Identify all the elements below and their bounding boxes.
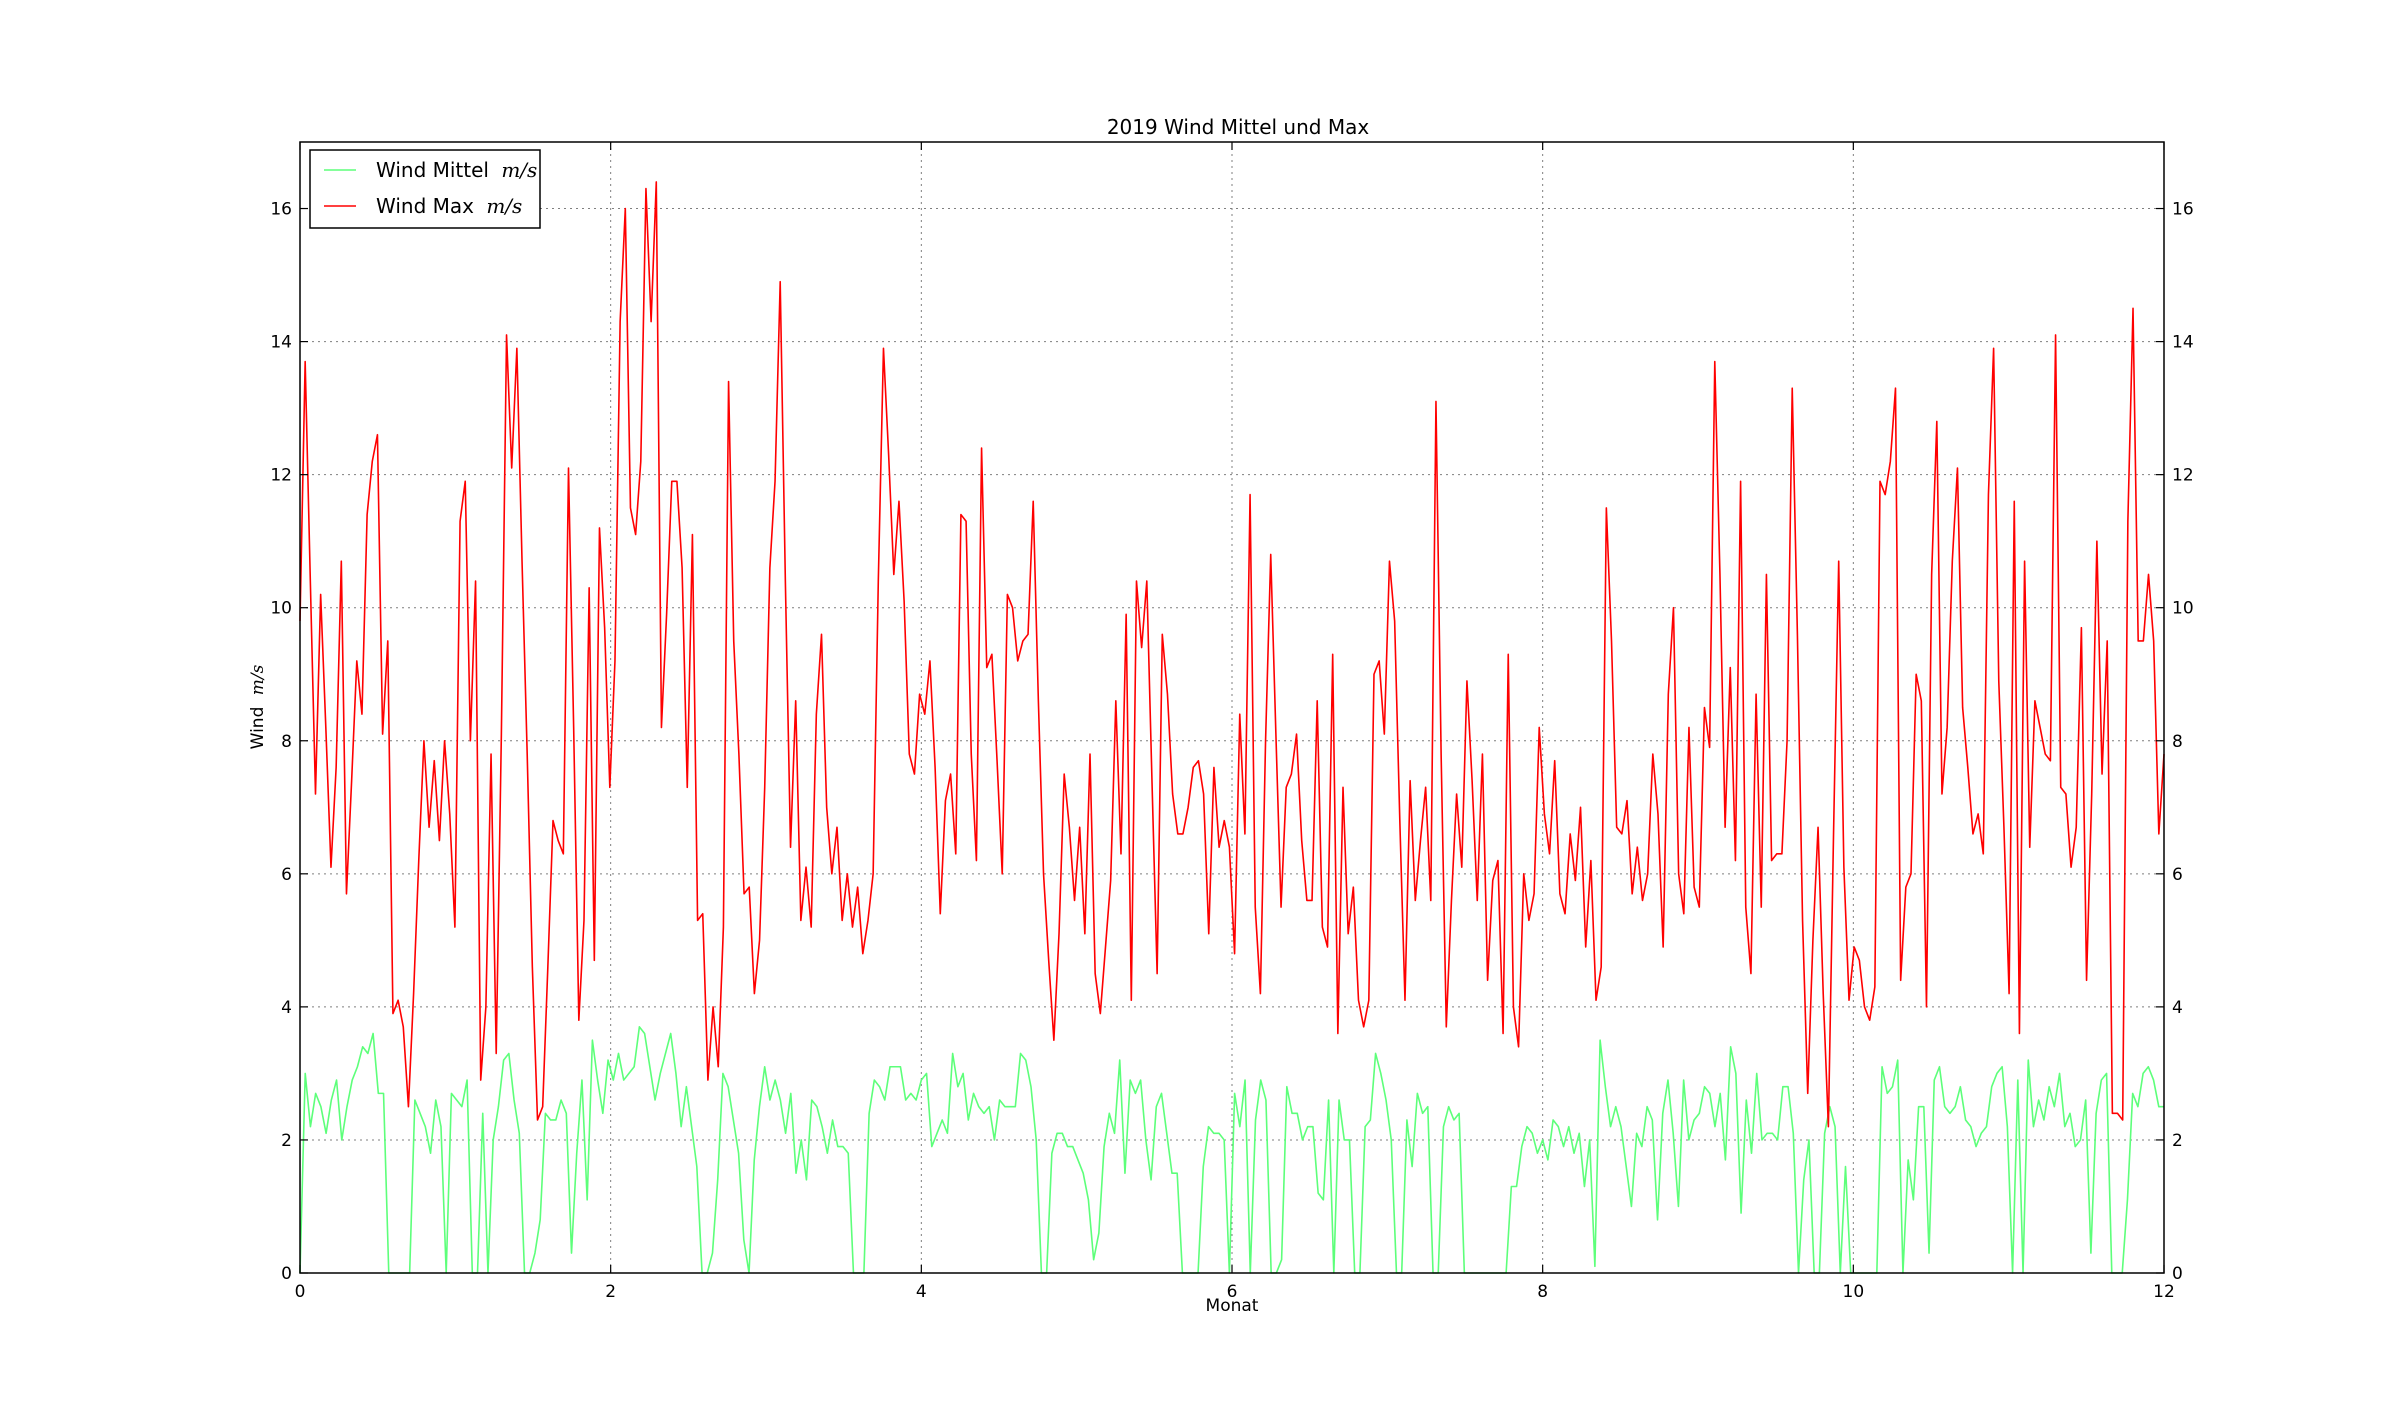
y-axis-label-group: Wind m/s bbox=[248, 664, 268, 749]
series-line-wind-max bbox=[299, 181, 2165, 1128]
y-axis-label: Wind m/s bbox=[248, 664, 268, 749]
y-tick-label: 8 bbox=[281, 732, 292, 752]
x-tick-label: 10 bbox=[1843, 1282, 1865, 1302]
y-tick-label: 12 bbox=[270, 466, 292, 486]
legend-unit-mittel: m/s bbox=[501, 158, 537, 182]
legend-label-max: Wind Max bbox=[376, 194, 474, 218]
y-tick-label: 16 bbox=[270, 200, 292, 220]
y-tick-label-right: 14 bbox=[2172, 333, 2194, 353]
legend-unit-max: m/s bbox=[486, 194, 522, 218]
legend-label-mittel: Wind Mittel bbox=[376, 158, 489, 182]
x-tick-label: 12 bbox=[2153, 1282, 2175, 1302]
grid bbox=[300, 142, 2164, 1273]
y-tick-label-right: 16 bbox=[2172, 200, 2194, 220]
y-axis-label-unit: m/s bbox=[248, 664, 268, 695]
legend-entry-mittel: Wind Mittel m/s bbox=[376, 158, 537, 182]
y-tick-label: 10 bbox=[270, 599, 292, 619]
legend: Wind Mittel m/s Wind Max m/s bbox=[309, 149, 541, 229]
y-tick-label: 6 bbox=[281, 865, 292, 885]
y-tick-label: 14 bbox=[270, 333, 292, 353]
x-axis-label: Monat bbox=[1206, 1296, 1259, 1316]
y-tick-label-right: 2 bbox=[2172, 1131, 2183, 1151]
x-tick-label: 2 bbox=[605, 1282, 616, 1302]
chart-title: 2019 Wind Mittel und Max bbox=[1107, 115, 1370, 139]
legend-entry-max: Wind Max m/s bbox=[376, 194, 522, 218]
y-axis-label-text: Wind bbox=[248, 707, 268, 750]
legend-box bbox=[309, 149, 541, 229]
x-tick-label: 4 bbox=[916, 1282, 927, 1302]
series-line-wind-mittel bbox=[299, 1026, 2164, 1274]
x-tick-label: 6 bbox=[1227, 1282, 1238, 1302]
x-tick-label: 8 bbox=[1537, 1282, 1548, 1302]
x-tick-label: 0 bbox=[295, 1282, 306, 1302]
y-tick-label: 4 bbox=[281, 998, 292, 1018]
y-tick-label-right: 0 bbox=[2172, 1264, 2183, 1284]
y-tick-label-right: 12 bbox=[2172, 466, 2194, 486]
y-tick-label-right: 8 bbox=[2172, 732, 2183, 752]
y-tick-label: 2 bbox=[281, 1131, 292, 1151]
y-tick-label-right: 10 bbox=[2172, 599, 2194, 619]
y-tick-label: 0 bbox=[281, 1264, 292, 1284]
y-tick-label-right: 4 bbox=[2172, 998, 2183, 1018]
y-tick-label-right: 6 bbox=[2172, 865, 2183, 885]
